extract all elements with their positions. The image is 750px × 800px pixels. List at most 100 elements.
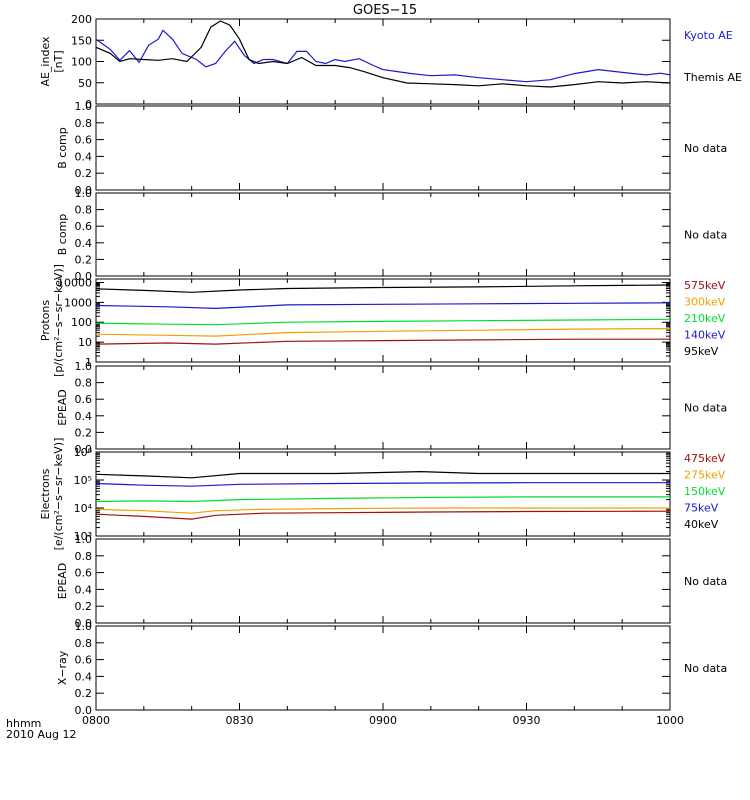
y-tick-label: 0.0 — [75, 617, 93, 630]
y-tick-label: 10⁴ — [74, 502, 93, 515]
no-data-label: No data — [684, 662, 727, 675]
y-tick-label: 150 — [71, 34, 92, 47]
y-axis-label: Protons — [39, 300, 52, 341]
panel-protons: 1 10 100 1000 10000 Protons [p/(cm²−s−sr−keV)]… — [39, 264, 726, 377]
series-line-140kev — [95, 302, 671, 310]
panel-frame — [95, 18, 671, 105]
y-tick-label: 0.6 — [75, 134, 93, 147]
panel-frame — [95, 365, 671, 450]
y-axis-label: B comp — [56, 127, 69, 169]
y-tick-label: 1.0 — [75, 620, 93, 633]
x-tick-label: 0830 — [226, 714, 254, 727]
panel-frame — [95, 192, 671, 277]
y-tick-label: 1.0 — [75, 533, 93, 546]
no-data-label: No data — [684, 229, 727, 242]
legend-entry: 475keV — [684, 452, 726, 465]
legend-entry: 75keV — [684, 502, 719, 515]
y-axis-label: [p/(cm²−s−sr−keV)] — [52, 264, 65, 377]
legend-entry: 275keV — [684, 469, 726, 482]
x-tick-label: 0930 — [513, 714, 541, 727]
panel-b2: 0.0 0.2 0.4 0.6 0.8 1.0 B comp No data — [56, 187, 727, 283]
panel-frame — [95, 538, 671, 624]
y-tick-label: 1.0 — [75, 187, 93, 200]
y-tick-label: 0.0 — [75, 184, 93, 197]
panel-frame — [95, 105, 671, 191]
legend-entry: 95keV — [684, 345, 719, 358]
x-tick-label: 0900 — [369, 714, 397, 727]
y-tick-label: 0.4 — [75, 410, 93, 423]
y-tick-label: 0.4 — [75, 150, 93, 163]
y-axis-label: B comp — [56, 214, 69, 256]
y-axis-label: X−ray — [56, 650, 69, 685]
y-tick-label: 0.8 — [75, 117, 93, 130]
y-tick-label: 0.8 — [75, 377, 93, 390]
y-tick-label: 0.0 — [75, 443, 93, 456]
panel-epead1: 0.0 0.2 0.4 0.6 0.8 1.0 EPEAD No data — [56, 360, 727, 456]
panel-xray: 0.0 0.2 0.4 0.6 0.8 1.0 X−ray No data — [56, 620, 727, 717]
panel-frame — [95, 451, 671, 537]
y-tick-label: 0 — [85, 98, 92, 111]
y-axis-label: Electrons — [39, 468, 52, 519]
y-tick-label: 1.0 — [75, 360, 93, 373]
y-tick-label: 0.2 — [75, 426, 93, 439]
y-tick-label: 0.6 — [75, 393, 93, 406]
legend-entry: 575keV — [684, 279, 726, 292]
series-line-kyoto-ae — [95, 29, 671, 83]
y-axis-label: [nT] — [52, 50, 65, 72]
figure-title: GOES−15 — [353, 3, 417, 18]
y-tick-label: 1 — [85, 356, 92, 369]
panel-electrons: 10³ 10⁴ 10⁵ 10⁶ Electrons [e/(cm²−s−sr−keV)] 4… — [39, 438, 726, 551]
y-tick-label: 0.4 — [75, 670, 93, 683]
legend-entry: Themis AE — [683, 71, 742, 84]
series-line-95kev — [95, 284, 671, 293]
y-tick-label: 10⁶ — [74, 446, 93, 459]
x-tick-label: 1000 — [656, 714, 684, 727]
y-tick-label: 0.0 — [75, 270, 93, 283]
y-tick-label: 100 — [71, 56, 92, 69]
panel-frame — [95, 625, 671, 711]
y-tick-label: 10000 — [57, 276, 92, 289]
series-line-575kev — [95, 338, 670, 345]
y-tick-label: 0.2 — [75, 167, 93, 180]
panel-epead2: 0.0 0.2 0.4 0.6 0.8 1.0 EPEAD No data — [56, 533, 727, 630]
y-tick-label: 100 — [71, 316, 92, 329]
y-tick-label: 0.8 — [75, 204, 93, 217]
y-tick-label: 0.2 — [75, 600, 93, 613]
panel-stack: 0 50 100 150 200 AE_index [nT] Kyoto AE Themis A… — [39, 13, 742, 727]
no-data-label: No data — [684, 402, 727, 415]
y-tick-label: 0.8 — [75, 637, 93, 650]
series-line-300kev — [95, 328, 671, 337]
y-axis-label: [e/(cm²−s−sr−keV)] — [52, 438, 65, 551]
panel-b1: 0.0 0.2 0.4 0.6 0.8 1.0 B comp No data — [56, 100, 727, 197]
legend-entry: 300keV — [684, 296, 726, 309]
y-tick-label: 1.0 — [75, 100, 93, 113]
series-line-150kev — [95, 496, 670, 503]
y-tick-label: 10³ — [74, 530, 92, 543]
y-tick-label: 0.4 — [75, 237, 93, 250]
series-line-themis-ae — [95, 20, 671, 88]
no-data-label: No data — [684, 142, 727, 155]
y-tick-label: 0.2 — [75, 253, 93, 266]
legend-entry: Kyoto AE — [684, 29, 733, 42]
panel-ae: 0 50 100 150 200 AE_index [nT] Kyoto AE Themis A… — [39, 13, 742, 111]
no-data-label: No data — [684, 575, 727, 588]
y-tick-label: 0.6 — [75, 654, 93, 667]
y-tick-label: 0.2 — [75, 687, 93, 700]
series-line-275kev — [95, 507, 670, 514]
series-line-210kev — [95, 318, 671, 326]
y-axis-label: AE_index — [39, 36, 52, 87]
y-tick-label: 10⁵ — [74, 474, 92, 487]
y-tick-label: 10 — [78, 336, 92, 349]
legend-entry: 140keV — [684, 329, 726, 342]
y-tick-label: 0.4 — [75, 583, 93, 596]
y-tick-label: 0.6 — [75, 567, 93, 580]
legend-entry: 210keV — [684, 312, 726, 325]
y-tick-label: 0.8 — [75, 550, 93, 563]
y-tick-label: 0.6 — [75, 220, 93, 233]
y-tick-label: 1000 — [64, 296, 92, 309]
footer-time-label: hhmm — [6, 717, 41, 730]
y-tick-label: 50 — [78, 77, 92, 90]
y-axis-label: EPEAD — [56, 389, 69, 426]
legend-entry: 150keV — [684, 485, 726, 498]
